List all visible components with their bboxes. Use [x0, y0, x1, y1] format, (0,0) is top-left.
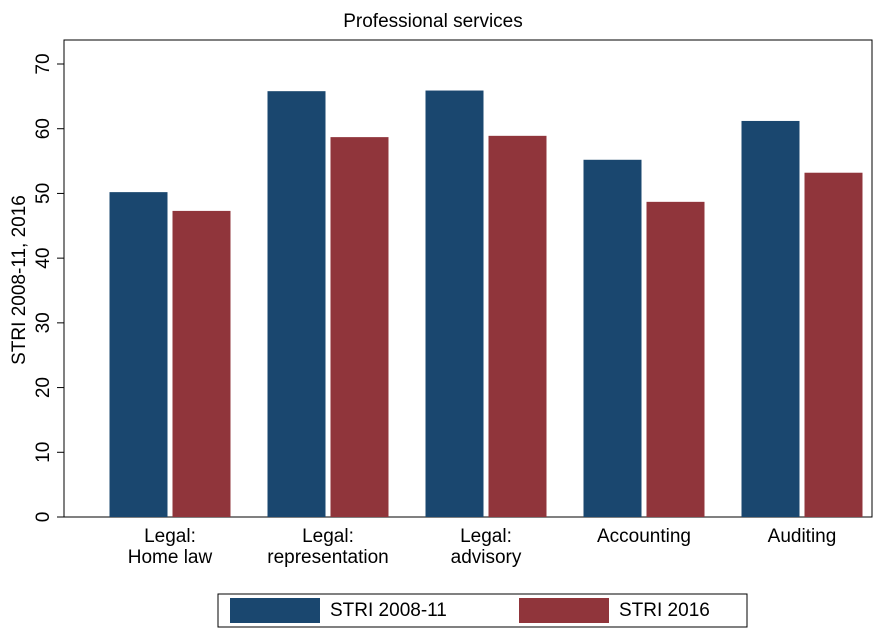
x-tick-label: Legal: representation — [267, 526, 389, 568]
legend-label: STRI 2008-11 — [330, 600, 447, 621]
chart-title: Professional services — [343, 11, 523, 32]
y-tick-label: 10 — [33, 442, 54, 463]
bar — [488, 135, 547, 517]
bar — [172, 210, 231, 517]
y-tick-label: 0 — [33, 512, 54, 523]
x-tick-label: Legal: advisory — [450, 526, 522, 568]
x-tick-label: Accounting — [596, 526, 691, 547]
y-tick-label: 50 — [33, 183, 54, 204]
x-tick-label: Auditing — [767, 526, 837, 547]
bar — [583, 159, 642, 517]
bar — [109, 192, 168, 518]
x-tick-label: Legal: Home law — [127, 526, 213, 568]
bar — [267, 91, 326, 518]
legend-swatch — [519, 598, 609, 623]
bar — [804, 172, 863, 517]
y-axis-title: STRI 2008-11, 2016 — [9, 195, 30, 365]
bar — [330, 137, 389, 517]
y-tick-label: 70 — [33, 53, 54, 74]
y-tick-label: 20 — [33, 377, 54, 398]
y-tick-label: 40 — [33, 248, 54, 269]
y-tick-label: 30 — [33, 312, 54, 333]
bar — [425, 90, 484, 517]
bar — [741, 120, 800, 517]
legend-label: STRI 2016 — [619, 600, 710, 621]
y-tick-label: 60 — [33, 118, 54, 139]
bar — [646, 201, 705, 517]
legend-swatch — [230, 598, 320, 623]
